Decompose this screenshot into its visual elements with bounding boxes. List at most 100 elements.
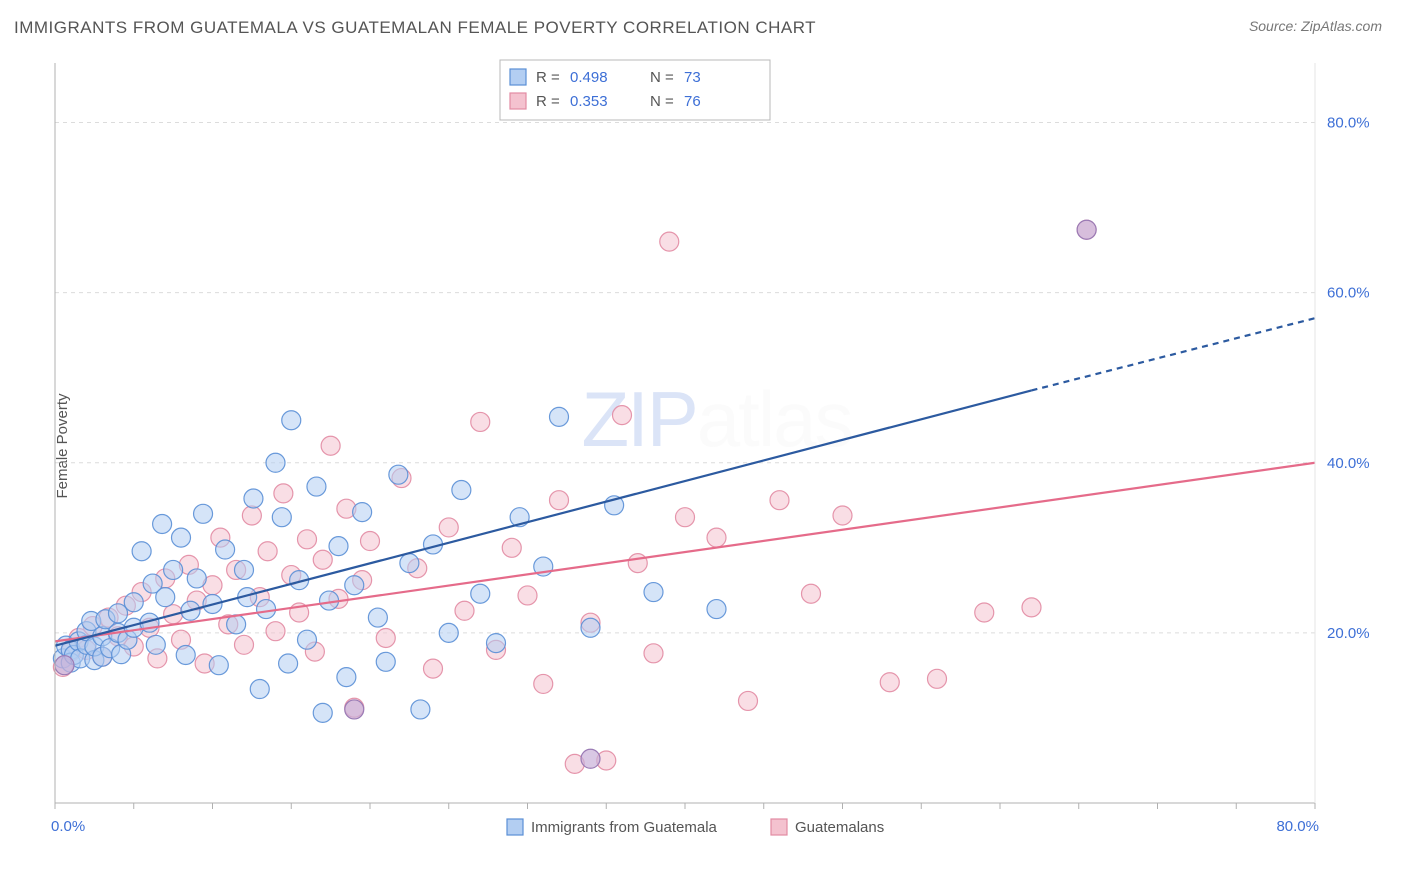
scatter-point bbox=[361, 532, 380, 551]
scatter-point bbox=[156, 588, 175, 607]
series-pink-points bbox=[53, 220, 1096, 773]
scatter-point bbox=[471, 584, 490, 603]
bottom-legend-label: Immigrants from Guatemala bbox=[531, 819, 718, 836]
ytick-label: 60.0% bbox=[1327, 285, 1370, 302]
legend-swatch bbox=[510, 93, 526, 109]
scatter-point bbox=[676, 508, 695, 527]
scatter-point bbox=[487, 634, 506, 653]
scatter-point bbox=[164, 560, 183, 579]
legend-n-value: 76 bbox=[684, 93, 701, 110]
scatter-point bbox=[439, 518, 458, 537]
legend-r-label: R = bbox=[536, 93, 560, 110]
scatter-point bbox=[376, 652, 395, 671]
scatter-point bbox=[833, 506, 852, 525]
scatter-point bbox=[242, 506, 261, 525]
scatter-point bbox=[613, 406, 632, 425]
regression-line-pink bbox=[55, 463, 1315, 642]
scatter-point bbox=[187, 569, 206, 588]
scatter-point bbox=[172, 528, 191, 547]
chart-title: IMMIGRANTS FROM GUATEMALA VS GUATEMALAN … bbox=[14, 18, 816, 38]
scatter-point bbox=[770, 491, 789, 510]
scatter-point bbox=[298, 530, 317, 549]
scatter-point bbox=[376, 628, 395, 647]
legend-swatch bbox=[510, 69, 526, 85]
scatter-point bbox=[424, 659, 443, 678]
scatter-point bbox=[660, 232, 679, 251]
scatter-point bbox=[452, 480, 471, 499]
scatter-point bbox=[282, 411, 301, 430]
scatter-point bbox=[739, 691, 758, 710]
plot-area: ZIPatlas0.0%80.0%20.0%40.0%60.0%80.0%R =… bbox=[47, 55, 1385, 843]
scatter-point bbox=[353, 503, 372, 522]
overlap-point bbox=[55, 656, 74, 675]
scatter-point bbox=[235, 560, 254, 579]
scatter-point bbox=[975, 603, 994, 622]
scatter-point bbox=[209, 656, 228, 675]
scatter-point bbox=[550, 407, 569, 426]
scatter-point bbox=[124, 593, 143, 612]
scatter-point bbox=[244, 489, 263, 508]
scatter-point bbox=[368, 608, 387, 627]
scatter-point bbox=[518, 586, 537, 605]
scatter-point bbox=[880, 673, 899, 692]
scatter-point bbox=[279, 654, 298, 673]
scatter-point bbox=[266, 453, 285, 472]
scatter-point bbox=[345, 576, 364, 595]
scatter-point bbox=[1022, 598, 1041, 617]
scatter-point bbox=[307, 477, 326, 496]
scatter-point bbox=[313, 703, 332, 722]
scatter-point bbox=[132, 542, 151, 561]
scatter-point bbox=[258, 542, 277, 561]
scatter-point bbox=[313, 550, 332, 569]
scatter-point bbox=[146, 635, 165, 654]
scatter-point bbox=[257, 600, 276, 619]
scatter-point bbox=[707, 528, 726, 547]
ytick-label: 20.0% bbox=[1327, 625, 1370, 642]
scatter-point bbox=[628, 554, 647, 573]
scatter-point bbox=[298, 630, 317, 649]
bottom-legend-swatch bbox=[771, 819, 787, 835]
scatter-point bbox=[235, 635, 254, 654]
scatter-point bbox=[928, 669, 947, 688]
ytick-label: 40.0% bbox=[1327, 455, 1370, 472]
legend-r-value: 0.498 bbox=[570, 69, 608, 86]
ytick-label: 80.0% bbox=[1327, 115, 1370, 132]
scatter-point bbox=[337, 668, 356, 687]
overlap-point bbox=[1077, 220, 1096, 239]
regression-line-blue-dashed bbox=[1032, 318, 1316, 390]
legend-n-label: N = bbox=[650, 93, 674, 110]
scatter-point bbox=[109, 604, 128, 623]
legend-r-value: 0.353 bbox=[570, 93, 608, 110]
scatter-point bbox=[153, 515, 172, 534]
legend-n-value: 73 bbox=[684, 69, 701, 86]
legend-n-label: N = bbox=[650, 69, 674, 86]
scatter-point bbox=[439, 623, 458, 642]
bottom-legend-label: Guatemalans bbox=[795, 819, 884, 836]
scatter-point bbox=[329, 537, 348, 556]
scatter-point bbox=[581, 618, 600, 637]
scatter-point bbox=[502, 538, 521, 557]
scatter-point bbox=[400, 554, 419, 573]
xtick-label: 0.0% bbox=[51, 818, 85, 835]
scatter-point bbox=[194, 504, 213, 523]
scatter-point bbox=[644, 644, 663, 663]
scatter-point bbox=[550, 491, 569, 510]
scatter-point bbox=[707, 600, 726, 619]
xtick-label: 80.0% bbox=[1276, 818, 1319, 835]
scatter-point bbox=[534, 674, 553, 693]
scatter-point bbox=[272, 508, 291, 527]
scatter-point bbox=[266, 622, 285, 641]
scatter-point bbox=[455, 601, 474, 620]
bottom-legend-swatch bbox=[507, 819, 523, 835]
overlap-point bbox=[345, 700, 364, 719]
scatter-point bbox=[274, 484, 293, 503]
scatter-point bbox=[216, 540, 235, 559]
scatter-point bbox=[250, 680, 269, 699]
overlap-point bbox=[581, 749, 600, 768]
source-attribution: Source: ZipAtlas.com bbox=[1249, 18, 1382, 34]
legend-r-label: R = bbox=[536, 69, 560, 86]
scatter-point bbox=[802, 584, 821, 603]
scatter-point bbox=[389, 465, 408, 484]
scatter-point bbox=[644, 583, 663, 602]
scatter-point bbox=[411, 700, 430, 719]
